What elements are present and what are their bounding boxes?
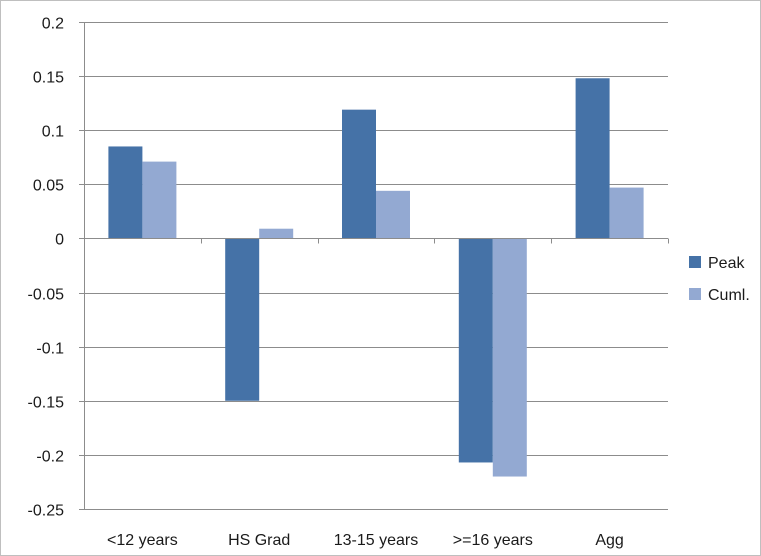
- y-tick-label: -0.2: [36, 449, 64, 466]
- tick-labels: 0.2 0.15 0.1 0.05 0 -0.05 -0.1 -0.15 -0.2 -0.25 <1…: [28, 16, 624, 550]
- y-tick-label: -0.25: [28, 503, 65, 520]
- y-tick-label: 0.15: [33, 70, 64, 87]
- bar-cuml-2: [376, 190, 410, 239]
- bar-cuml-3: [492, 238, 527, 477]
- bar-peak-2: [342, 109, 376, 239]
- y-tick-label: 0.05: [33, 178, 64, 195]
- x-tick-label: Agg: [595, 532, 623, 549]
- y-tick-label: -0.1: [36, 341, 64, 358]
- legend-label: Cuml.: [708, 287, 750, 304]
- bar-cuml-0: [142, 161, 177, 239]
- axes: [79, 22, 669, 510]
- legend-label: Peak: [708, 255, 745, 272]
- x-tick-label: <12 years: [107, 532, 178, 549]
- gridlines: [84, 22, 668, 510]
- bar-cuml-4: [609, 187, 644, 239]
- x-tick-label: >=16 years: [453, 532, 533, 549]
- y-tick-label: -0.05: [28, 287, 65, 304]
- x-tick-label: 13-15 years: [334, 532, 419, 549]
- x-tick-label: HS Grad: [228, 532, 290, 549]
- y-tick-label: -0.15: [28, 395, 65, 412]
- legend-swatch: [689, 288, 701, 300]
- bars: [108, 78, 644, 477]
- bar-peak-3: [458, 238, 493, 463]
- legend-swatch: [689, 256, 701, 268]
- bar-peak-0: [108, 146, 143, 239]
- legend: Peak Cuml.: [689, 255, 750, 304]
- y-tick-label: 0.1: [42, 124, 64, 141]
- y-tick-label: 0.2: [42, 16, 64, 33]
- bar-cuml-1: [259, 228, 294, 239]
- y-tick-label: 0: [55, 232, 64, 249]
- bar-peak-1: [225, 238, 260, 401]
- bar-peak-4: [575, 78, 610, 239]
